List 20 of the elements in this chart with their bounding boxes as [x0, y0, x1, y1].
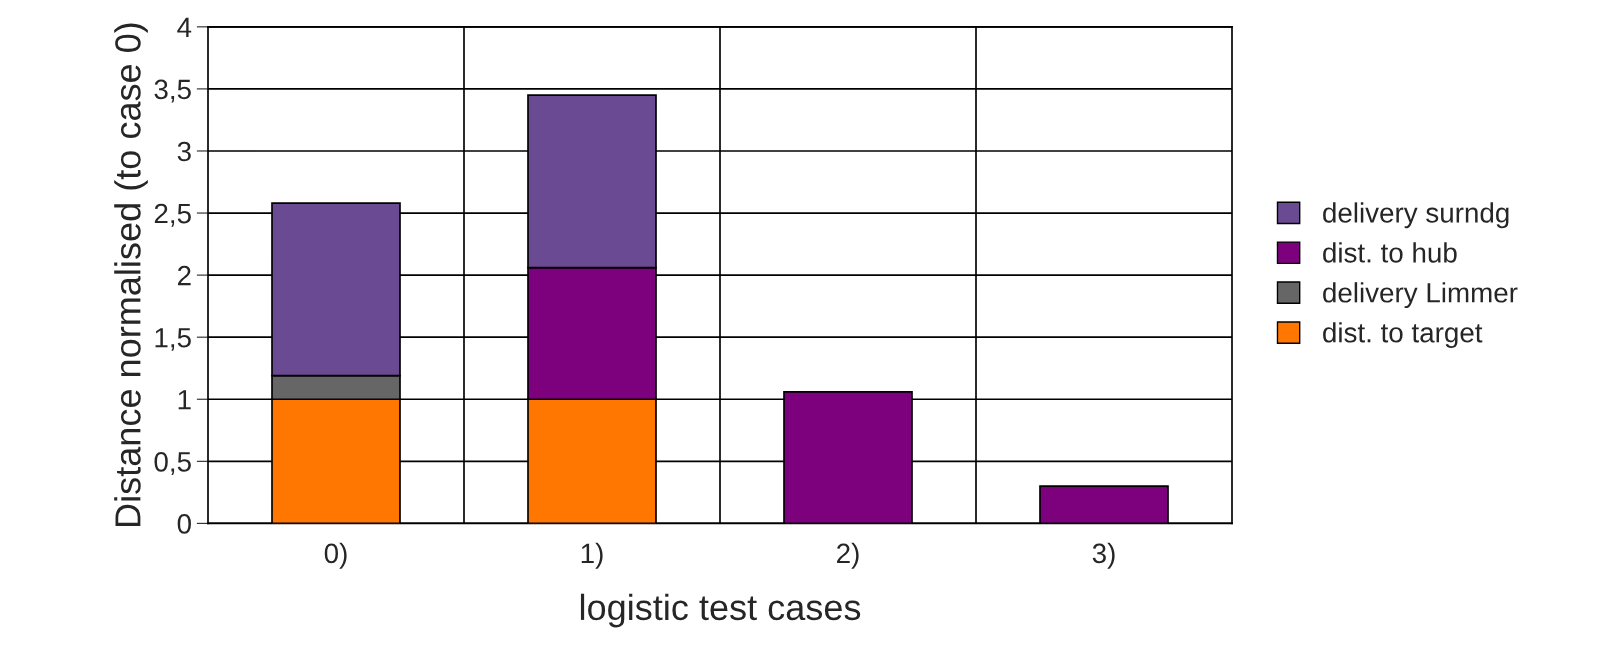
- y-axis-title: Distance normalised (to case 0): [114, 23, 148, 527]
- x-tick-label: 1): [581, 542, 603, 569]
- x-tick-label: 2): [837, 542, 859, 569]
- y-tick-label: 1: [178, 390, 191, 410]
- y-tick-label: 3,5: [154, 79, 191, 103]
- legend-label: delivery surndg: [1323, 202, 1509, 229]
- y-tick-label: 2: [177, 265, 191, 286]
- legend-label: dist. to target: [1323, 322, 1483, 349]
- x-tick-label: 3): [1092, 542, 1115, 569]
- y-tick-label: 2,5: [154, 203, 191, 227]
- y-tick-label: 4: [177, 17, 192, 37]
- y-tick-label: 1,5: [155, 328, 191, 351]
- legend-label: dist. to hub: [1323, 242, 1457, 263]
- legend-label: delivery Limmer: [1323, 282, 1518, 309]
- bar: [1039, 485, 1169, 524]
- y-tick-label: 3: [177, 141, 191, 162]
- y-tick-label: 0: [177, 514, 191, 534]
- y-tick-label: 0,5: [154, 451, 191, 475]
- x-tick-label: 0): [324, 542, 347, 569]
- x-axis-title: logistic test cases: [580, 593, 861, 628]
